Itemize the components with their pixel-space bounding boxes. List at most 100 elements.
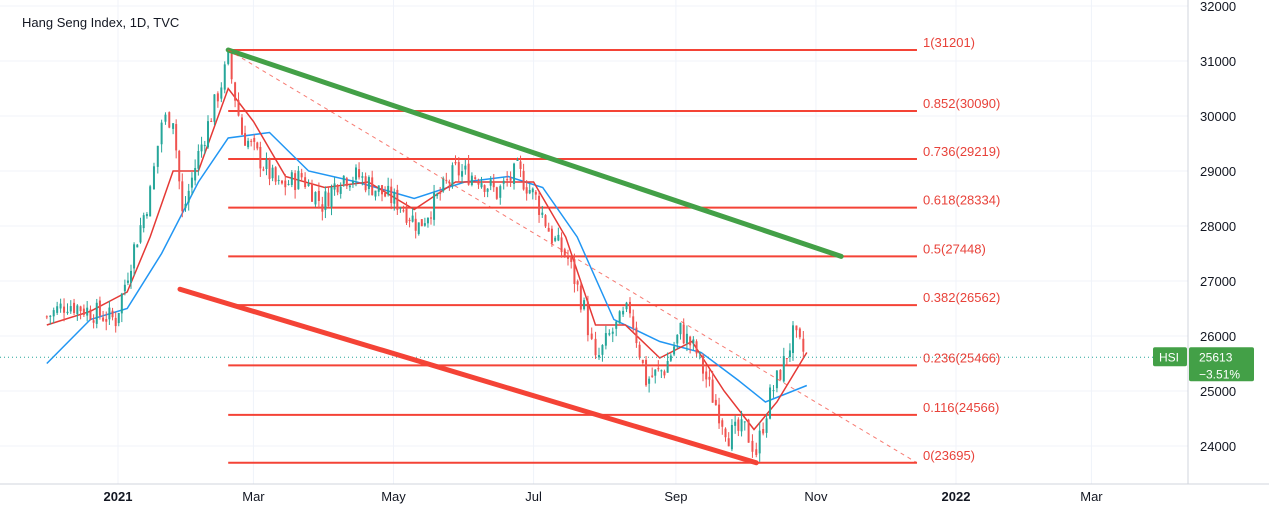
candle-body xyxy=(638,344,641,358)
candle-body xyxy=(417,222,420,235)
candle-body xyxy=(108,307,111,320)
candle-body xyxy=(442,178,445,192)
candle-body xyxy=(705,371,708,380)
candle-body xyxy=(769,387,772,419)
candle-body xyxy=(396,189,399,210)
candle-body xyxy=(772,390,775,392)
fib-level-label: 0.116(24566) xyxy=(923,400,999,415)
candle-body xyxy=(187,190,190,203)
candle-body xyxy=(351,180,354,184)
candle-body xyxy=(390,186,393,204)
candle-body xyxy=(583,300,586,310)
candle-body xyxy=(89,309,92,320)
candle-body xyxy=(480,182,483,188)
candle-body xyxy=(597,355,600,358)
fib-level-label: 0.618(28334) xyxy=(923,193,1000,208)
candle-body xyxy=(641,359,644,363)
candle-body xyxy=(762,429,765,434)
dashed-trendline[interactable] xyxy=(227,49,918,464)
candle-body xyxy=(489,179,492,186)
candle-body xyxy=(554,237,557,241)
candle-body xyxy=(271,167,274,179)
candle-body xyxy=(758,430,761,454)
candle-body xyxy=(557,234,560,241)
candle-body xyxy=(139,225,142,243)
candle-body xyxy=(126,280,129,283)
candle-body xyxy=(274,167,277,182)
candle-body xyxy=(673,346,676,355)
candle-body xyxy=(114,317,117,327)
candle-body xyxy=(445,179,448,181)
candle-body xyxy=(531,188,534,193)
candle-body xyxy=(304,177,307,188)
candle-body xyxy=(86,307,89,316)
candle-body xyxy=(265,159,268,169)
y-axis[interactable]: 32000 31000 30000 29000 28000 27000 26000 25000… xyxy=(1200,0,1236,454)
fib-level-label: 0.5(27448) xyxy=(923,241,986,256)
candle-body xyxy=(730,424,733,450)
x-tick-label: Mar xyxy=(242,489,265,504)
fib-labels: 1(31201) 0.852(30090) 0.736(29219) 0.618(28… xyxy=(923,35,1000,463)
candle-body xyxy=(788,350,791,358)
candle-body xyxy=(483,185,486,192)
candle-body xyxy=(172,123,175,129)
last-price: 25613 xyxy=(1199,350,1233,364)
candle-body xyxy=(755,449,758,455)
candle-body xyxy=(433,192,436,220)
candle-body xyxy=(290,172,293,185)
candle-body xyxy=(765,418,768,433)
candle-body xyxy=(747,419,750,443)
price-badge: HSI 25613 −3.51% xyxy=(1153,347,1254,382)
candle-body xyxy=(499,186,502,198)
candle-body xyxy=(544,215,547,227)
candle-body xyxy=(184,203,187,209)
x-tick-label: Sep xyxy=(664,489,687,504)
x-tick-label: Mar xyxy=(1080,489,1103,504)
candle-body xyxy=(223,64,226,90)
candle-body xyxy=(79,306,82,312)
symbol-label: HSI xyxy=(1159,350,1179,364)
candle-body xyxy=(573,259,576,284)
candle-body xyxy=(430,217,433,219)
candle-body xyxy=(470,175,473,186)
candle-body xyxy=(423,223,426,226)
lower-trendline[interactable] xyxy=(177,286,759,466)
candle-body xyxy=(393,191,396,204)
fib-level-label: 1(31201) xyxy=(923,35,975,50)
candle-body xyxy=(563,249,566,257)
candle-body xyxy=(486,188,489,192)
candle-body xyxy=(56,306,59,313)
candle-body xyxy=(682,324,685,344)
candle-body xyxy=(711,379,714,403)
candle-body xyxy=(297,170,300,190)
candle-body xyxy=(666,360,669,373)
candle-body xyxy=(149,186,152,217)
upper-trendline[interactable] xyxy=(225,47,844,259)
x-axis[interactable]: 2021 Mar May Jul Sep Nov 2022 Mar xyxy=(104,489,1104,504)
trendlines[interactable] xyxy=(177,47,918,466)
candle-body xyxy=(618,311,621,324)
candle-body xyxy=(284,180,287,188)
candle-body xyxy=(795,325,798,331)
candle-body xyxy=(464,165,467,170)
candle-body xyxy=(669,355,672,361)
candle-body xyxy=(654,369,657,376)
candle-body xyxy=(371,177,374,196)
fib-level-label: 0.736(29219) xyxy=(923,144,1000,159)
candle-body xyxy=(294,173,297,191)
candle-body xyxy=(253,137,256,142)
candle-body xyxy=(300,173,303,178)
candle-body xyxy=(534,191,537,195)
candle-body xyxy=(724,428,727,438)
candle-body xyxy=(660,370,663,372)
candle-body xyxy=(635,327,638,344)
candle-body xyxy=(461,171,464,177)
candle-body xyxy=(216,93,219,102)
candle-body xyxy=(528,189,531,194)
candle-body xyxy=(311,183,314,202)
candle-body xyxy=(622,310,625,315)
candle-body xyxy=(342,175,345,184)
candle-body xyxy=(657,368,660,370)
